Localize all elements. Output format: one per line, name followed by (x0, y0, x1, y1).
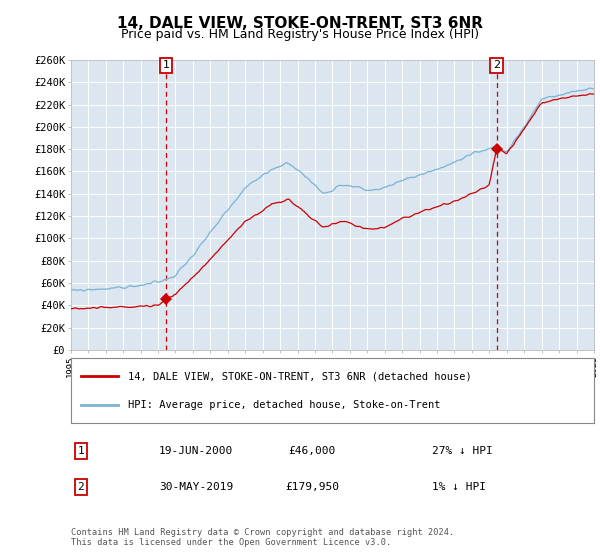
Text: 14, DALE VIEW, STOKE-ON-TRENT, ST3 6NR: 14, DALE VIEW, STOKE-ON-TRENT, ST3 6NR (117, 16, 483, 31)
Text: 2: 2 (493, 60, 500, 71)
Text: Price paid vs. HM Land Registry's House Price Index (HPI): Price paid vs. HM Land Registry's House … (121, 28, 479, 41)
Text: Contains HM Land Registry data © Crown copyright and database right 2024.
This d: Contains HM Land Registry data © Crown c… (71, 528, 454, 547)
Text: 27% ↓ HPI: 27% ↓ HPI (432, 446, 493, 456)
Text: 1: 1 (77, 446, 85, 456)
Text: £179,950: £179,950 (285, 482, 339, 492)
Text: £46,000: £46,000 (289, 446, 335, 456)
Text: 30-MAY-2019: 30-MAY-2019 (159, 482, 233, 492)
Text: 19-JUN-2000: 19-JUN-2000 (159, 446, 233, 456)
Text: 2: 2 (77, 482, 85, 492)
Text: HPI: Average price, detached house, Stoke-on-Trent: HPI: Average price, detached house, Stok… (128, 400, 441, 410)
Text: 1% ↓ HPI: 1% ↓ HPI (432, 482, 486, 492)
Text: 1: 1 (163, 60, 170, 71)
Text: 14, DALE VIEW, STOKE-ON-TRENT, ST3 6NR (detached house): 14, DALE VIEW, STOKE-ON-TRENT, ST3 6NR (… (128, 371, 472, 381)
